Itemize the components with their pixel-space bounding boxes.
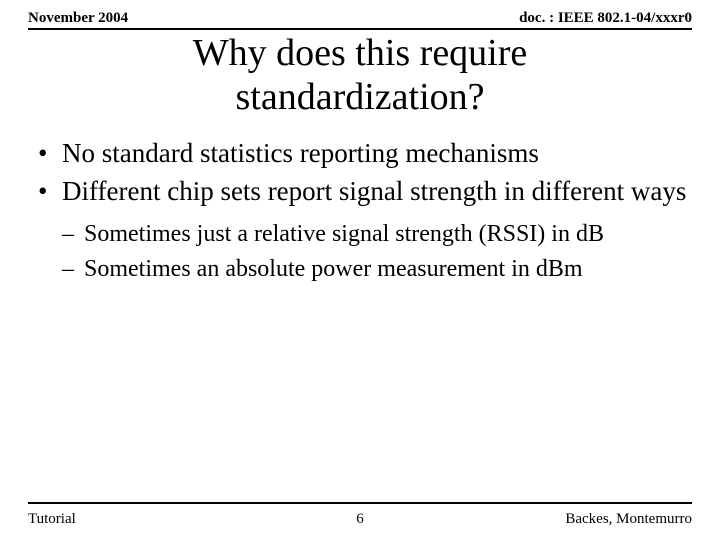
sub-bullet-list: Sometimes just a relative signal strengt… xyxy=(62,219,692,284)
header: November 2004 doc. : IEEE 802.1-04/xxxr0 xyxy=(28,10,692,30)
slide: November 2004 doc. : IEEE 802.1-04/xxxr0… xyxy=(0,0,720,540)
footer-page-number: 6 xyxy=(356,511,364,528)
title-line-1: Why does this require xyxy=(193,32,528,74)
footer-left: Tutorial xyxy=(28,511,76,528)
title-line-2: standardization? xyxy=(235,76,484,118)
bullet-list: No standard statistics reporting mechani… xyxy=(36,137,692,209)
bullet-item: Different chip sets report signal streng… xyxy=(36,175,692,209)
bullet-item: No standard statistics reporting mechani… xyxy=(36,137,692,171)
header-date: November 2004 xyxy=(28,10,128,27)
header-doc-id: doc. : IEEE 802.1-04/xxxr0 xyxy=(519,10,692,27)
footer: Tutorial 6 Backes, Montemurro xyxy=(28,511,692,528)
footer-right: Backes, Montemurro xyxy=(565,511,692,528)
slide-title: Why does this require standardization? xyxy=(28,32,692,119)
sub-bullet-item: Sometimes an absolute power measurement … xyxy=(62,254,692,285)
footer-rule xyxy=(28,502,692,504)
sub-bullet-item: Sometimes just a relative signal strengt… xyxy=(62,219,692,250)
